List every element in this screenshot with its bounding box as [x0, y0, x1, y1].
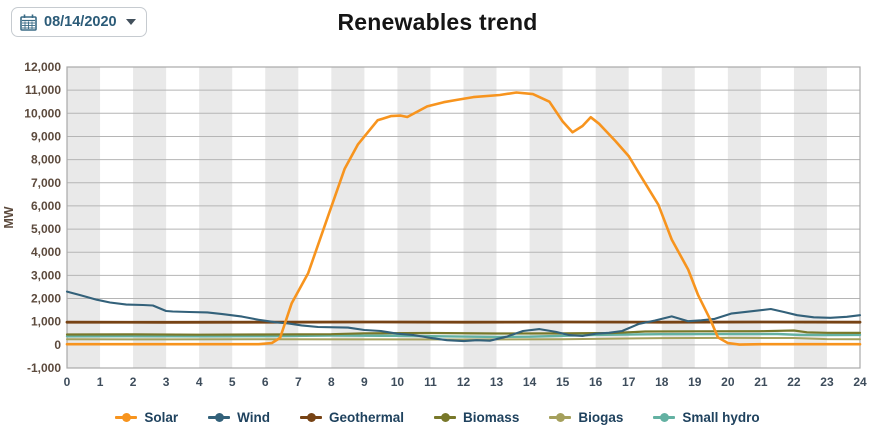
y-axis-tick-label: -1,000 — [27, 361, 61, 375]
legend-label: Solar — [144, 410, 179, 425]
legend-series-marker-icon — [549, 413, 572, 422]
legend-item-biogas[interactable]: Biogas — [549, 410, 623, 425]
x-axis-tick-label: 16 — [589, 375, 603, 389]
y-axis-tick-label: 6,000 — [31, 199, 61, 213]
x-axis-tick-label: 13 — [490, 375, 504, 389]
legend-series-marker-icon — [300, 413, 323, 422]
legend-label: Small hydro — [682, 410, 760, 425]
y-axis-tick-label: 12,000 — [24, 60, 61, 74]
x-axis-tick-label: 21 — [754, 375, 768, 389]
x-axis-tick-label: 2 — [130, 375, 137, 389]
x-axis-tick-label: 1 — [97, 375, 104, 389]
y-axis-tick-label: 8,000 — [31, 153, 61, 167]
hour-band — [331, 67, 365, 368]
x-axis-tick-label: 6 — [262, 375, 269, 389]
hour-band — [727, 67, 761, 368]
series-line-small-hydro — [65, 332, 862, 339]
y-axis-tick-label: 2,000 — [31, 292, 61, 306]
legend-label: Geothermal — [329, 410, 405, 425]
x-axis-tick-label: 10 — [391, 375, 405, 389]
x-axis-tick-label: 18 — [655, 375, 669, 389]
legend-item-geothermal[interactable]: Geothermal — [300, 410, 404, 425]
x-axis-tick-label: 5 — [229, 375, 236, 389]
x-axis-tick-label: 24 — [853, 375, 867, 389]
x-axis-tick-label: 20 — [721, 375, 735, 389]
x-axis-tick-label: 15 — [556, 375, 570, 389]
legend-item-small-hydro[interactable]: Small hydro — [653, 410, 760, 425]
hour-band — [595, 67, 629, 368]
hour-band — [463, 67, 497, 368]
hour-band — [67, 67, 101, 368]
y-axis-tick-label: 5,000 — [31, 222, 61, 236]
y-axis-tick-label: 1,000 — [31, 315, 61, 329]
x-axis-tick-label: 4 — [196, 375, 203, 389]
y-axis-title: MW — [2, 206, 16, 228]
x-axis-tick-label: 0 — [64, 375, 71, 389]
plot-border — [66, 66, 861, 369]
x-axis-tick-label: 17 — [622, 375, 636, 389]
hour-band — [199, 67, 233, 368]
hour-band — [529, 67, 563, 368]
legend-item-wind[interactable]: Wind — [208, 410, 270, 425]
page-title: Renewables trend — [337, 9, 538, 35]
renewables-chart: 12,000 11,000 10,000 9,000 8,000 7,000 6,000 5,… — [0, 56, 875, 392]
x-axis-tick-label: 14 — [523, 375, 537, 389]
y-axis-tick-label: 9,000 — [31, 129, 61, 143]
legend-series-marker-icon — [208, 413, 231, 422]
caret-down-icon — [125, 19, 136, 25]
y-axis-tick-label: 0 — [54, 338, 61, 352]
legend-label: Biogas — [578, 410, 624, 425]
legend-item-solar[interactable]: Solar — [115, 410, 178, 425]
legend-series-marker-icon — [115, 413, 138, 422]
x-axis-tick-label: 22 — [787, 375, 801, 389]
x-axis-tick-label: 12 — [457, 375, 471, 389]
series-line-solar — [65, 91, 862, 346]
y-axis-tick-label: 11,000 — [25, 83, 61, 97]
x-axis-tick-label: 7 — [295, 375, 302, 389]
date-picker-button[interactable]: 08/14/2020 — [11, 7, 147, 37]
calendar-icon — [20, 14, 37, 31]
hour-band — [265, 67, 299, 368]
y-axis-tick-label: 3,000 — [31, 268, 61, 282]
chart-canvas: 12,00011,00010,0009,0008,0007,0006,0005,… — [2, 60, 867, 389]
date-picker-value: 08/14/2020 — [44, 14, 117, 30]
chart-header: 08/14/2020 Renewables trend — [0, 0, 875, 56]
x-axis-tick-label: 9 — [361, 375, 368, 389]
x-axis-tick-label: 19 — [688, 375, 702, 389]
x-axis-tick-label: 3 — [163, 375, 170, 389]
hour-band — [133, 67, 167, 368]
series-line-wind — [65, 290, 862, 343]
y-axis-tick-label: 4,000 — [31, 245, 61, 259]
y-axis-tick-label: 10,000 — [24, 106, 61, 120]
legend-series-marker-icon — [653, 413, 676, 422]
x-axis-tick-label: 23 — [820, 375, 834, 389]
legend-label: Wind — [237, 410, 271, 425]
series-line-biogas — [66, 336, 861, 341]
legend-label: Biomass — [463, 410, 520, 425]
x-axis-tick-label: 8 — [328, 375, 335, 389]
x-axis-tick-label: 11 — [424, 375, 437, 389]
chart-legend: Solar Wind Geothermal Biomass Biogas Small hy… — [0, 410, 875, 425]
legend-series-marker-icon — [434, 413, 457, 422]
legend-item-biomass[interactable]: Biomass — [434, 410, 519, 425]
y-axis-tick-label: 7,000 — [31, 176, 61, 190]
